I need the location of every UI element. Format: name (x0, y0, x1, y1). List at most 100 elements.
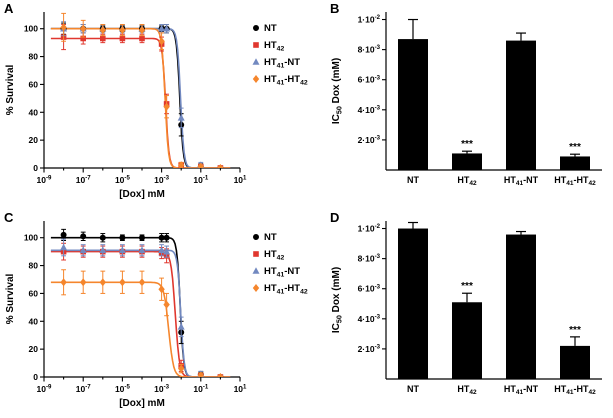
data-point-diamond (252, 75, 260, 83)
category-label: HT41-NT (504, 384, 539, 396)
data-point-circle (253, 234, 259, 240)
y-tick-label: 40 (29, 316, 39, 326)
panel-B: B 2·10-3 4·10-3 6·10-3 8·10-3 1·10-2 IC50 Dox… (326, 0, 613, 209)
dose-response-curve (50, 27, 231, 168)
y-tick-label: 100 (24, 233, 38, 243)
data-point-circle (60, 231, 67, 238)
data-point-diamond (252, 284, 260, 292)
dose-response-curve (50, 27, 231, 168)
data-point-square (119, 35, 126, 42)
y-tick-label: 20 (29, 344, 39, 354)
data-point-diamond (178, 364, 185, 373)
survival-curve-chart-A: 0 20 40 60 80 100 10-9 10-7 10-5 10-3 10-1 101 [Dox]… (5, 12, 308, 200)
y-tick-label: 60 (29, 288, 39, 298)
data-point-diamond (80, 24, 87, 33)
bar (506, 40, 536, 170)
data-point-diamond (197, 162, 204, 168)
data-point-square (100, 35, 106, 42)
legend-label: HT42 (264, 249, 284, 261)
data-point-circle (119, 234, 126, 241)
data-point-triangle (252, 58, 260, 65)
data-point-diamond (60, 278, 67, 287)
x-tick-label: 10-1 (193, 175, 208, 185)
category-label: HT42 (457, 175, 477, 187)
bar (452, 302, 482, 379)
y-tick-label: 2·10-3 (358, 344, 381, 354)
significance-label: *** (569, 142, 581, 153)
data-point-triangle (177, 323, 185, 330)
legend-label: NT (264, 23, 277, 34)
data-point-diamond (60, 23, 67, 32)
significance-label: *** (569, 325, 581, 336)
y-tick-label: 4·10-3 (358, 313, 381, 323)
data-point-triangle (79, 246, 87, 254)
y-tick-label: 0 (33, 372, 38, 382)
y-tick-label: 1·10-2 (358, 223, 381, 233)
data-point-diamond (217, 164, 224, 168)
data-point-diamond (138, 26, 146, 35)
error-bar (570, 153, 580, 157)
error-bar (516, 230, 526, 235)
category-label: NT (407, 384, 419, 394)
data-point-diamond (163, 300, 170, 309)
legend: NT HT42 HT41-NT HT41-HT42 (252, 232, 308, 295)
panel-label-D: D (330, 210, 340, 225)
category-label: HT42 (457, 384, 477, 396)
data-point-diamond (138, 278, 146, 287)
x-tick-label: 10-3 (154, 384, 169, 394)
category-label: HT41-HT42 (554, 384, 596, 396)
data-point-diamond (178, 161, 185, 168)
data-point-diamond (119, 278, 126, 287)
error-bar (462, 150, 472, 154)
legend-label: HT41-HT42 (264, 74, 308, 86)
y-tick-label: 2·10-3 (358, 135, 381, 145)
data-point-diamond (119, 26, 126, 35)
y-tick-label: 0 (33, 163, 38, 173)
y-tick-label: 100 (24, 24, 38, 34)
y-axis-title: IC50 Dox (mM) (331, 267, 343, 333)
data-point-square (253, 251, 259, 257)
dose-response-curve (50, 250, 231, 377)
legend-label: HT41-NT (264, 57, 300, 69)
x-tick-label: 101 (234, 175, 247, 185)
x-tick-label: 10-5 (115, 175, 130, 185)
significance-label: *** (461, 281, 473, 292)
error-bar (570, 336, 580, 346)
error-bar (462, 292, 472, 303)
data-point-diamond (158, 37, 165, 46)
x-tick-label: 10-1 (193, 384, 208, 394)
data-point-circle (158, 234, 165, 241)
bar (452, 153, 482, 170)
significance-label: *** (461, 139, 473, 150)
data-point-triangle (158, 24, 166, 32)
data-point-diamond (99, 26, 106, 35)
y-axis-title: IC50 Dox (mM) (331, 58, 343, 124)
x-axis-title: [Dox] mM (119, 398, 165, 409)
bar (560, 156, 590, 170)
ic50-bar-chart-D: 2·10-3 4·10-3 6·10-3 8·10-3 1·10-2 IC50 Dox (… (331, 221, 602, 396)
data-point-triangle (163, 247, 171, 255)
category-label: NT (407, 175, 419, 185)
error-bar (408, 221, 418, 229)
legend-label: HT41-HT42 (264, 283, 308, 295)
x-tick-label: 10-7 (76, 175, 91, 185)
data-point-triangle (158, 246, 166, 254)
data-point-diamond (80, 278, 87, 287)
dose-response-curve (50, 37, 231, 168)
y-tick-label: 6·10-3 (358, 283, 381, 293)
panel-A: A 0 20 40 60 80 100 10-9 10-7 10-5 10-3 10-1 101 [Do… (0, 0, 326, 209)
y-tick-label: 6·10-3 (358, 74, 381, 84)
data-point-diamond (217, 373, 224, 377)
bar (506, 234, 536, 379)
panel-D: D 2·10-3 4·10-3 6·10-3 8·10-3 1·10-2 IC50 Dox… (326, 209, 613, 418)
error-bar (408, 18, 418, 40)
data-point-circle (80, 233, 87, 240)
x-tick-label: 10-7 (76, 384, 91, 394)
y-tick-label: 8·10-3 (358, 253, 381, 263)
panel-label-A: A (4, 1, 14, 16)
legend-label: HT41-NT (264, 266, 300, 278)
dose-response-curve (50, 249, 231, 377)
y-tick-label: 20 (29, 135, 39, 145)
data-point-triangle (177, 114, 185, 121)
